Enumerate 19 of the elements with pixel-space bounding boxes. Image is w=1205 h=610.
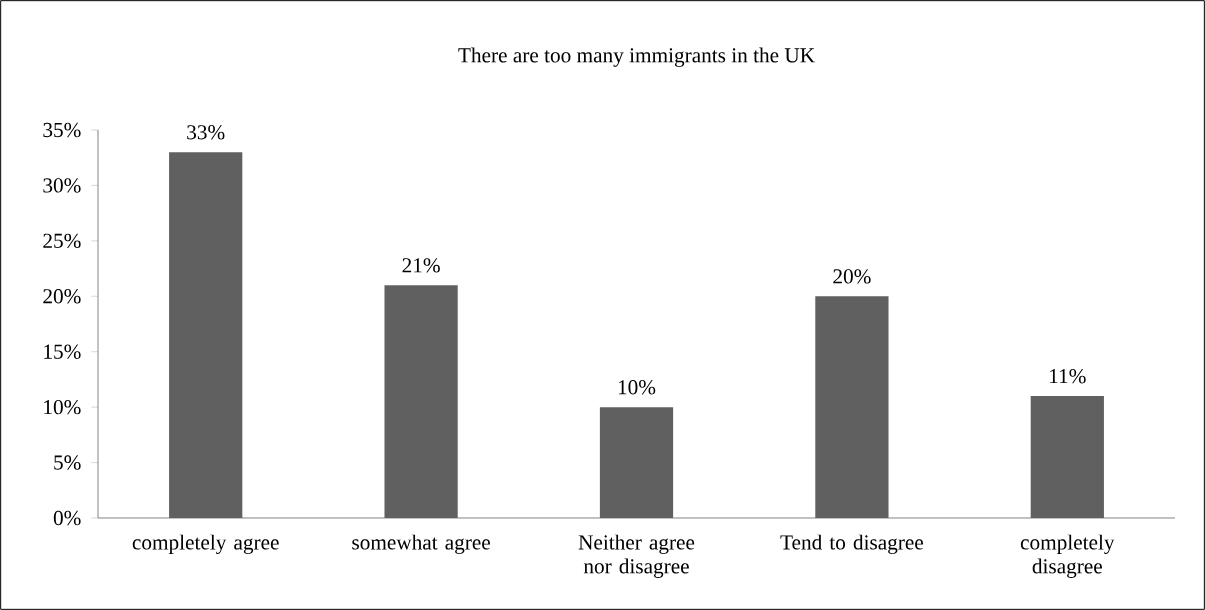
- y-tick-label: 35%: [43, 122, 81, 138]
- data-label: 11%: [1050, 368, 1086, 384]
- y-tick-label: 30%: [43, 178, 81, 193]
- x-tick-label: Neither agree nor disagree: [578, 534, 695, 578]
- y-tick-label: 5%: [54, 455, 81, 470]
- y-tick-label: 15%: [44, 344, 81, 359]
- y-tick-label: 0%: [53, 510, 81, 526]
- data-label: 21%: [402, 258, 440, 273]
- x-tick-label: completely agree: [132, 534, 279, 554]
- x-tick-label: completely disagree: [1020, 534, 1115, 578]
- data-label: 33%: [187, 125, 225, 140]
- data-label: 20%: [833, 269, 871, 284]
- y-tick-label: 10%: [44, 399, 81, 415]
- y-tick-label: 25%: [43, 233, 81, 249]
- chart-title: There are too many immigrants in the UK: [458, 47, 815, 67]
- data-label: 10%: [618, 380, 656, 395]
- y-tick-label: 20%: [43, 289, 81, 304]
- x-tick-label: Tend to disagree: [780, 534, 924, 554]
- x-tick-label: somewhat agree: [352, 534, 490, 554]
